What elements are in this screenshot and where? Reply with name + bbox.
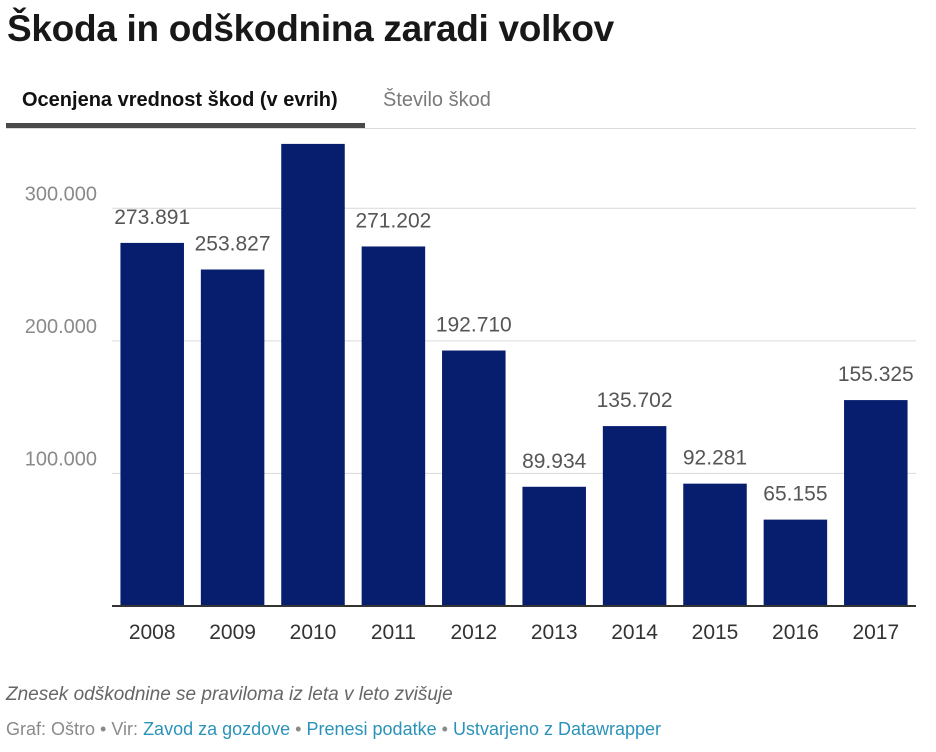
data-label: 92.281 — [683, 447, 747, 470]
bar-chart: 100.000 200.000 300.000 273.891 2008 253.827 2… — [0, 130, 936, 660]
made-with-datawrapper-link[interactable]: Ustvarjeno z Datawrapper — [452, 719, 662, 739]
data-label: 192.710 — [436, 314, 512, 337]
data-label: 253.827 — [195, 232, 271, 255]
x-tick-label: 2014 — [611, 621, 658, 644]
x-tick-label: 2016 — [772, 621, 819, 644]
data-label: 273.891 — [114, 206, 190, 229]
source-prefix: Vir: — [111, 719, 139, 739]
tab-bar: Ocenjena vrednost škod (v evrih) Število… — [6, 78, 916, 129]
data-label: 89.934 — [522, 450, 587, 473]
bar-2016 — [763, 519, 828, 606]
bar-2015 — [683, 483, 747, 606]
data-label: 65.155 — [763, 483, 827, 506]
tab-number-of-damages[interactable]: Število škod — [383, 89, 491, 111]
download-data-link[interactable]: Prenesi podatke — [306, 719, 437, 739]
bar-chart-svg: 100.000 200.000 300.000 273.891 2008 253.827 2… — [25, 143, 916, 644]
y-tick-label: 300.000 — [25, 183, 97, 205]
data-label: 155.325 — [838, 363, 914, 386]
y-tick-label: 100.000 — [25, 448, 97, 470]
x-tick-label: 2011 — [371, 621, 416, 644]
x-tick-label: 2017 — [852, 621, 899, 644]
byline: Graf: Oštro — [6, 719, 96, 739]
chart-footer: Graf: Oštro • Vir: Zavod za gozdove • Pr… — [6, 719, 661, 740]
separator: • — [441, 719, 448, 739]
bar-2010 — [281, 143, 345, 607]
bar-2013 — [522, 486, 586, 606]
data-label: 135.702 — [597, 389, 673, 412]
bar-2014 — [602, 426, 667, 606]
separator: • — [295, 719, 302, 739]
bar-2011 — [361, 246, 426, 606]
chart-title: Škoda in odškodnina zaradi volkov — [7, 8, 614, 49]
separator: • — [100, 719, 107, 739]
bar-2008 — [120, 242, 184, 606]
y-tick-label: 200.000 — [25, 316, 97, 338]
x-tick-label: 2012 — [450, 621, 497, 644]
bar-2017 — [844, 400, 908, 606]
tab-estimated-damage-value[interactable]: Ocenjena vrednost škod (v evrih) — [6, 78, 365, 128]
source-link[interactable]: Zavod za gozdove — [143, 719, 291, 739]
x-tick-label: 2015 — [692, 621, 739, 644]
chart-notes: Znesek odškodnine se praviloma iz leta v… — [6, 684, 453, 705]
x-tick-label: 2008 — [129, 621, 176, 644]
x-tick-label: 2010 — [290, 621, 337, 644]
data-label: 271.202 — [355, 209, 431, 232]
x-tick-label: 2009 — [209, 621, 256, 644]
bar-2012 — [442, 350, 506, 606]
bar-2009 — [200, 269, 265, 606]
x-tick-label: 2013 — [531, 621, 578, 644]
